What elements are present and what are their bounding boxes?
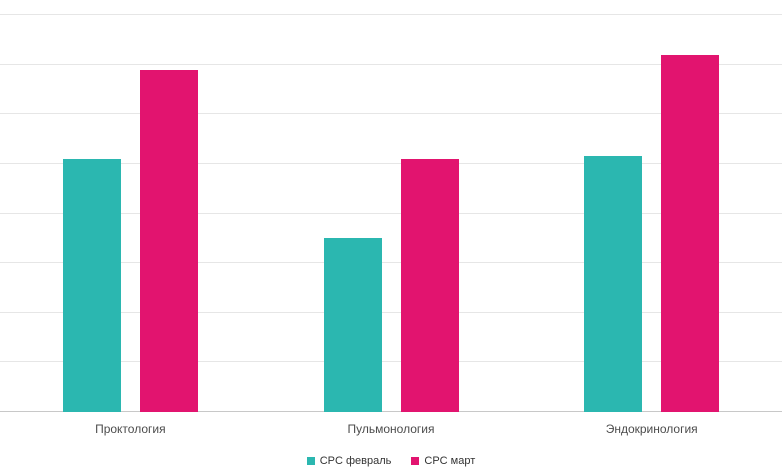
gridline <box>0 113 782 115</box>
bar-series-1[interactable] <box>661 54 720 412</box>
plot-area <box>0 14 782 412</box>
gridline <box>0 311 782 313</box>
bar-series-1[interactable] <box>400 158 459 412</box>
legend-label: CPC февраль <box>319 455 392 467</box>
legend: CPC февраль CPC март <box>0 455 782 467</box>
legend-item[interactable]: CPC март <box>411 455 475 467</box>
legend-item[interactable]: CPC февраль <box>306 455 392 467</box>
bar-series-0[interactable] <box>323 238 382 412</box>
legend-label: CPC март <box>424 455 476 467</box>
gridline <box>0 14 782 15</box>
gridline <box>0 63 782 65</box>
gridline <box>0 361 782 363</box>
category-label: Эндокринология <box>605 422 698 436</box>
category-label: Пульмонология <box>347 422 435 436</box>
bar-series-1[interactable] <box>139 69 198 412</box>
legend-swatch <box>411 457 420 465</box>
category-labels: Проктология Пульмонология Эндокринология <box>0 413 782 439</box>
gridline <box>0 162 782 164</box>
bar-groups <box>0 15 782 412</box>
gridline <box>0 212 782 214</box>
bar-group <box>521 15 782 412</box>
x-axis-line <box>0 411 782 412</box>
bar-series-0[interactable] <box>62 158 121 412</box>
bar-group <box>0 15 261 412</box>
gridline <box>0 262 782 264</box>
category-label: Проктология <box>95 422 166 436</box>
bar-group <box>261 15 522 412</box>
bar-series-0[interactable] <box>584 156 643 412</box>
legend-swatch <box>306 457 315 465</box>
